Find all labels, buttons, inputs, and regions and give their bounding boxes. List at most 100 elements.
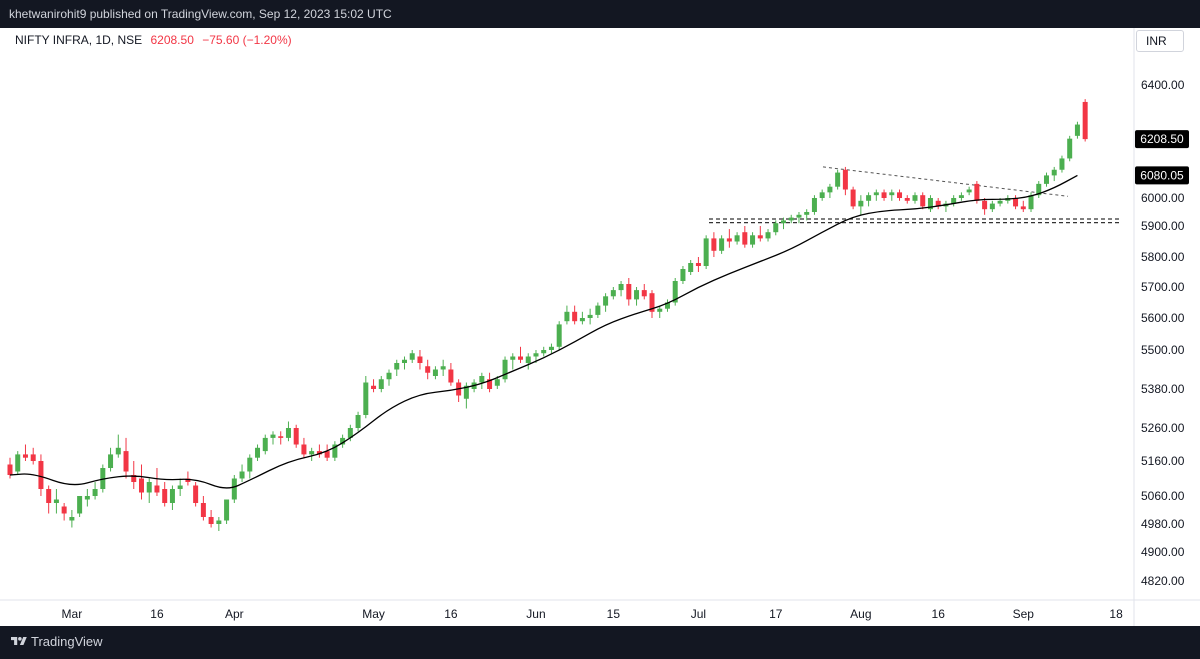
candle — [835, 169, 841, 190]
currency-button[interactable]: INR — [1136, 30, 1184, 52]
candle — [726, 229, 732, 248]
candle — [69, 510, 75, 528]
candle-body — [162, 489, 168, 503]
candle — [1051, 166, 1057, 182]
candle — [734, 232, 740, 245]
candle — [649, 290, 655, 318]
candle-body — [641, 290, 647, 297]
candle-body — [200, 503, 206, 517]
candle-body — [22, 454, 28, 458]
candle-body — [347, 428, 353, 438]
candle-body — [634, 290, 640, 300]
candle-body — [858, 200, 864, 207]
candle-body — [7, 464, 13, 475]
candle — [541, 346, 547, 357]
candle-body — [564, 311, 570, 322]
candle — [417, 350, 423, 370]
candle — [634, 287, 640, 306]
candle-body — [889, 192, 895, 196]
candle — [1074, 121, 1080, 139]
price-label-bg — [1135, 166, 1189, 185]
candle-body — [1074, 124, 1080, 136]
y-tick-label: 6000.00 — [1141, 191, 1185, 205]
candle-body — [603, 296, 609, 306]
candle-body — [371, 385, 377, 389]
candle — [270, 431, 276, 445]
candle — [77, 496, 83, 517]
candle-body — [1020, 206, 1026, 210]
candle — [1036, 181, 1042, 198]
symbol-title: NIFTY INFRA, 1D, NSE — [15, 33, 143, 47]
candle-body — [664, 302, 670, 309]
y-tick-label: 5380.00 — [1141, 382, 1185, 396]
x-tick-label: Aug — [850, 607, 871, 621]
candle-body — [123, 451, 129, 472]
candle-body — [796, 214, 802, 218]
candle-body — [935, 200, 941, 207]
candle-body — [974, 183, 980, 201]
candle — [255, 444, 261, 461]
chart-panel[interactable]: 6400.00 6000.00 5900.00 5800.00 5700.00 5600.… — [0, 28, 1200, 626]
x-tick-label: 16 — [444, 607, 458, 621]
candle — [278, 431, 284, 445]
candle-body — [734, 235, 740, 242]
published-text: khetwanirohit9 published on TradingView.… — [9, 7, 392, 21]
candle — [285, 421, 291, 442]
y-tick-label: 4820.00 — [1141, 574, 1185, 588]
candle — [595, 302, 601, 318]
price-label-bg — [1135, 130, 1189, 149]
candle — [386, 369, 392, 386]
candle — [7, 457, 13, 479]
x-tick-label: 15 — [607, 607, 621, 621]
candle — [22, 444, 28, 461]
candle-body — [703, 238, 709, 266]
tradingview-brand: TradingView — [31, 634, 103, 649]
candle-body — [742, 232, 748, 245]
footer-bar: TradingView — [0, 626, 1200, 659]
candle — [401, 356, 407, 370]
candle-body — [92, 489, 98, 496]
candle — [564, 305, 570, 325]
candle — [355, 411, 361, 432]
candle — [1043, 172, 1049, 187]
candle — [440, 359, 446, 376]
candle — [556, 321, 562, 350]
candle-body — [804, 212, 810, 215]
x-tick-label: Jul — [691, 607, 706, 621]
candle-body — [61, 506, 67, 514]
candle-body — [672, 281, 678, 303]
candle — [811, 195, 817, 215]
candle-body — [15, 454, 21, 472]
candle-body — [208, 517, 214, 524]
candle — [927, 195, 933, 212]
candle-body — [247, 457, 253, 472]
candle — [1067, 135, 1073, 162]
candle-body — [873, 192, 879, 196]
candle — [579, 311, 585, 325]
candle-body — [293, 428, 299, 445]
candle — [688, 260, 694, 275]
candle — [657, 305, 663, 318]
candlestick-chart[interactable]: 6400.00 6000.00 5900.00 5800.00 5700.00 5600.… — [0, 28, 1200, 626]
candle — [804, 209, 810, 221]
candle — [618, 281, 624, 297]
x-tick-label: 17 — [769, 607, 783, 621]
y-tick-label: 5800.00 — [1141, 250, 1185, 264]
candle-body — [618, 284, 624, 291]
candle-body — [270, 434, 276, 438]
candle-body — [278, 436, 284, 438]
candle — [200, 496, 206, 521]
candle-body — [958, 195, 964, 198]
candle-body — [69, 517, 75, 521]
candle-body — [309, 451, 315, 455]
candle-body — [982, 200, 988, 210]
candle — [409, 350, 415, 363]
candle — [703, 235, 709, 269]
candle-body — [409, 353, 415, 360]
candle-body — [510, 356, 516, 360]
candle — [989, 200, 995, 212]
candle-body — [239, 471, 245, 479]
x-tick-label: May — [362, 607, 385, 621]
candle — [858, 195, 864, 215]
x-tick-label: Mar — [62, 607, 83, 621]
